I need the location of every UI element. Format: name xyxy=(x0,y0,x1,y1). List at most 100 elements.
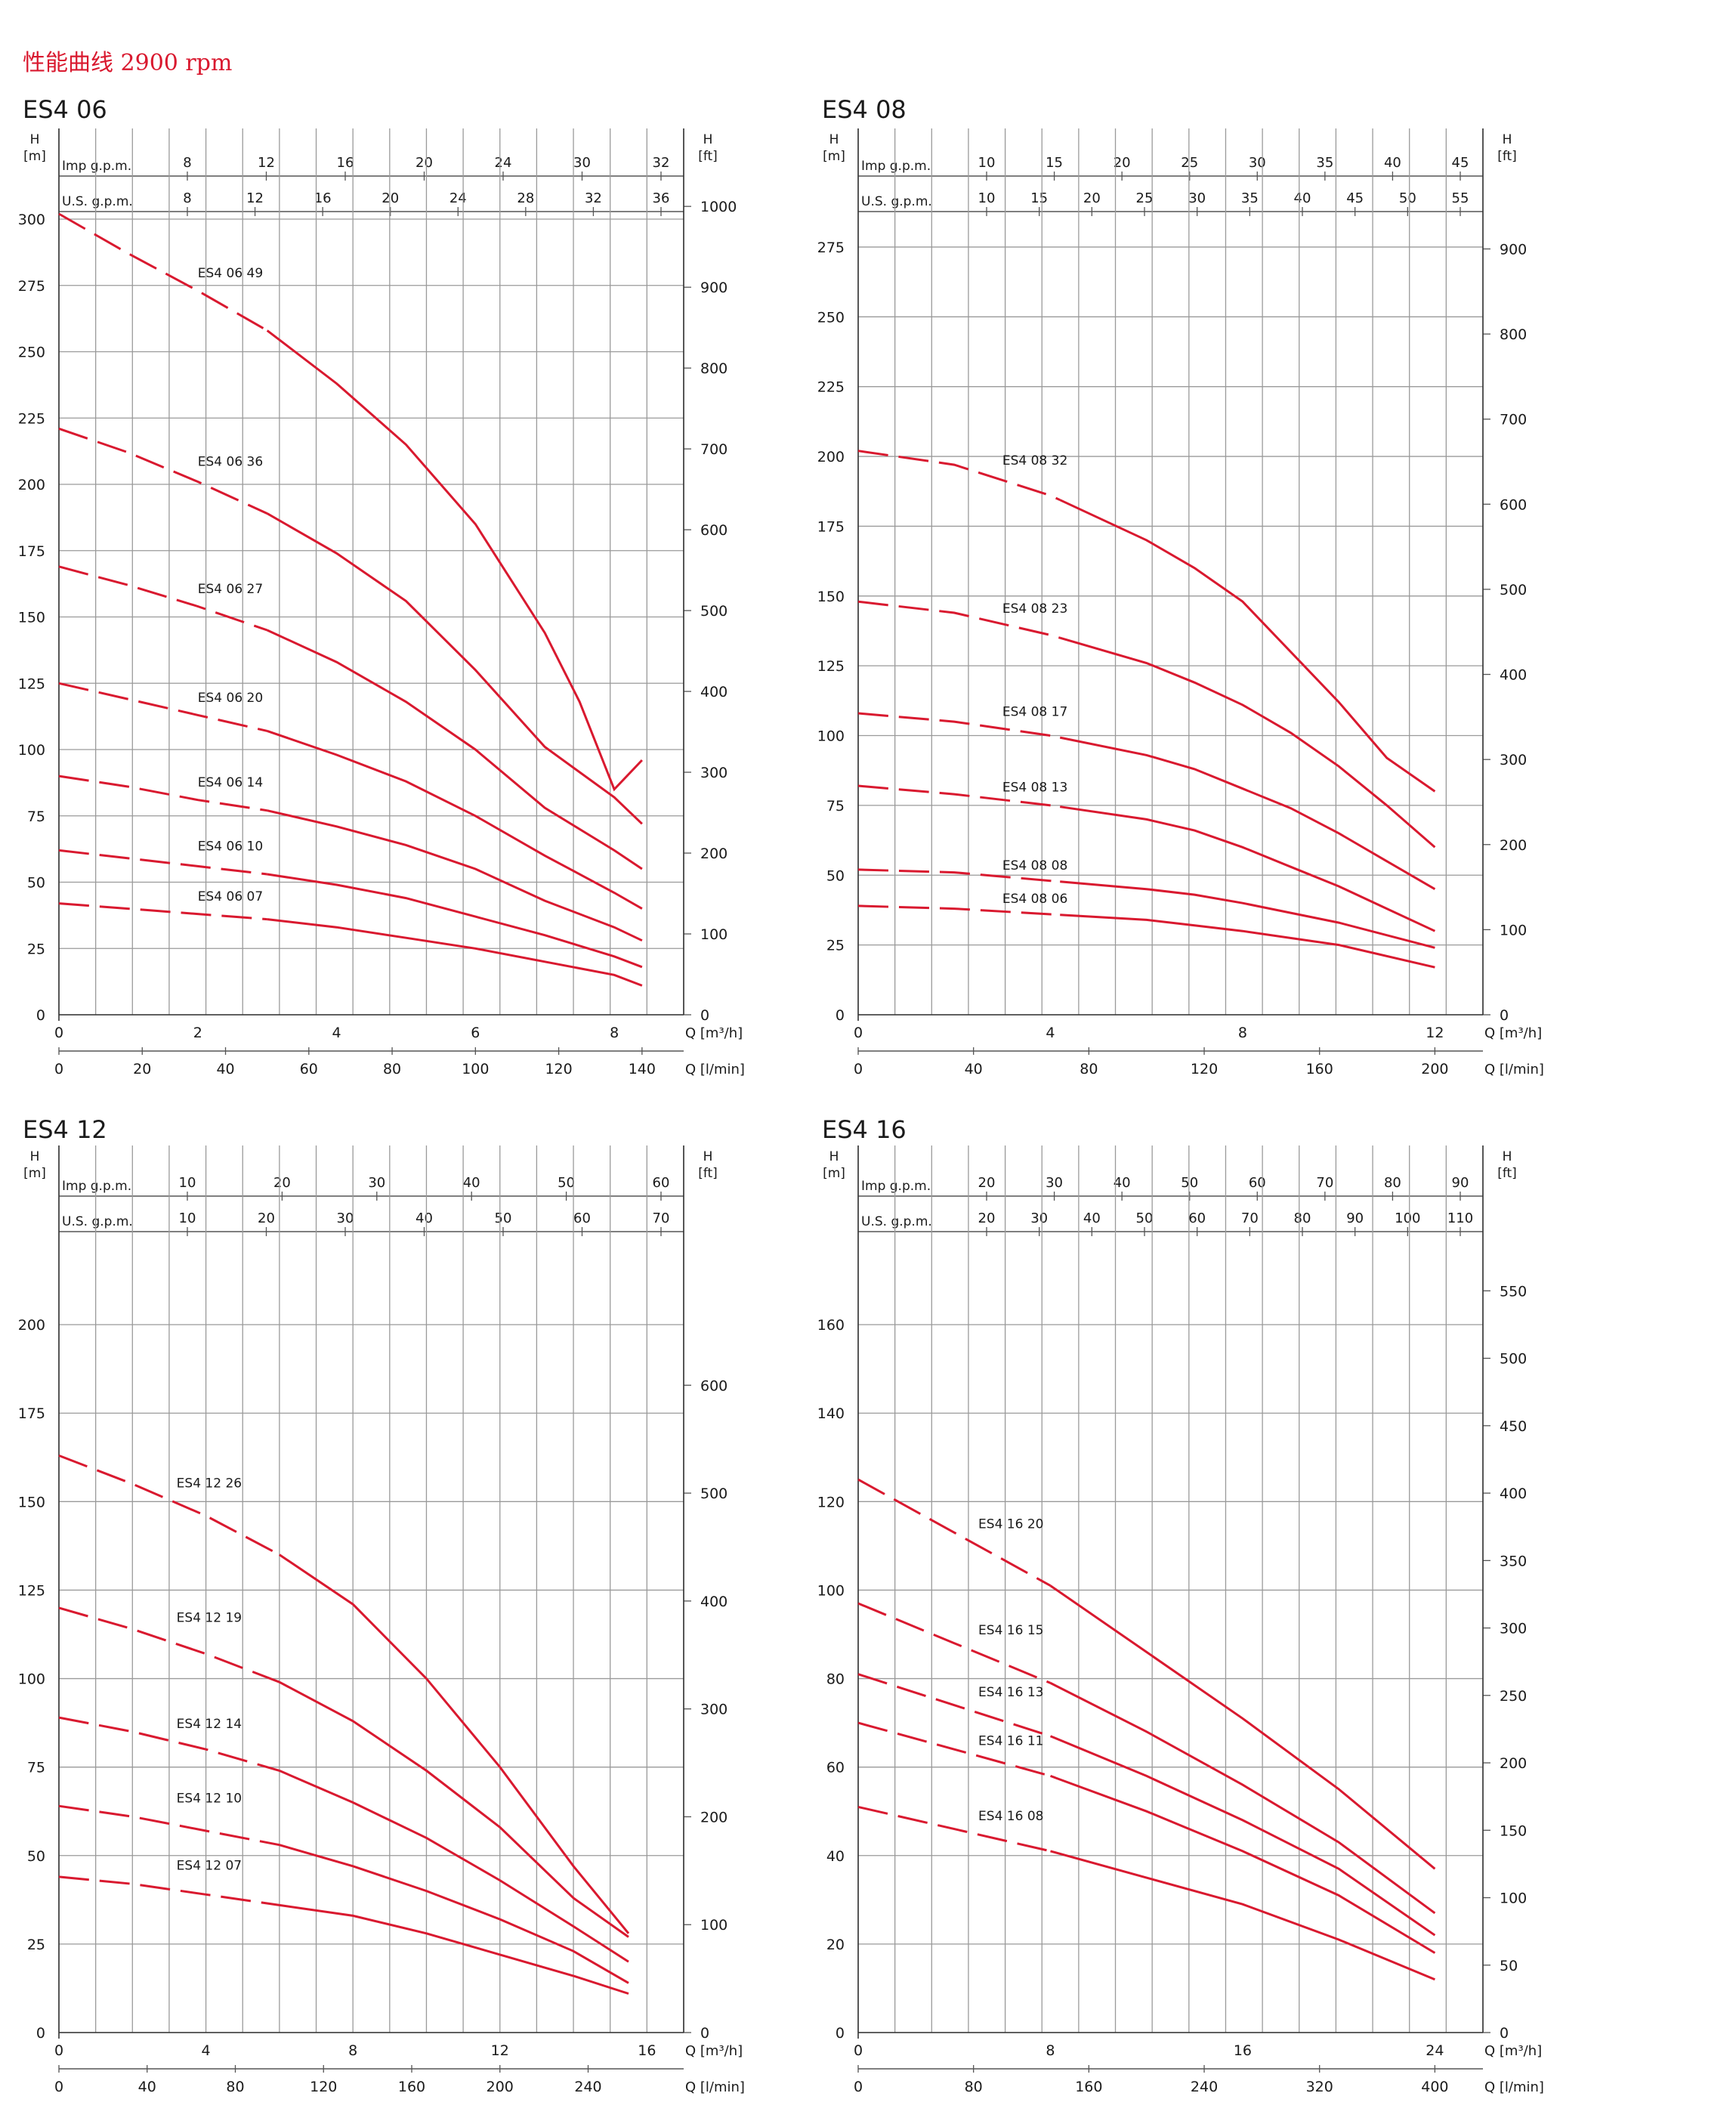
imp-gpm-tick-label: 20 xyxy=(1114,155,1131,171)
q-m3h-tick-label: 0 xyxy=(854,1025,863,1041)
us-gpm-tick-label: 32 xyxy=(585,190,602,206)
ft-axis-unit: [ft] xyxy=(698,1166,718,1181)
curve-es4-08-17-dashed xyxy=(857,712,1061,739)
us-gpm-tick-label: 35 xyxy=(1241,190,1259,206)
y-tick-label: 150 xyxy=(18,610,45,626)
curve-es4-12-26 xyxy=(279,1554,630,1934)
us-gpm-tick-label: 70 xyxy=(1241,1210,1259,1226)
ft-tick-label: 300 xyxy=(1500,1621,1527,1637)
curve-es4-06-27 xyxy=(267,629,643,870)
ft-axis-label: H xyxy=(703,1149,713,1164)
q-m3h-tick-label: 0 xyxy=(54,1025,63,1041)
y-tick-label: 0 xyxy=(36,2025,45,2042)
y-tick-label: 125 xyxy=(18,1582,45,1599)
ft-tick-label: 600 xyxy=(700,522,727,539)
ft-tick-label: 200 xyxy=(700,1809,727,1826)
chart-es4-16: ES4 16 Imp g.p.m. U.S. g.p.m. 20 30 40 50 60 70 8… xyxy=(817,1115,1544,2095)
chart-title: ES4 08 xyxy=(822,95,907,124)
q-m3h-tick-label: 2 xyxy=(193,1025,202,1041)
curve-label-es4-16-15: ES4 16 15 xyxy=(978,1623,1043,1638)
curve-label-es4-16-13: ES4 16 13 xyxy=(978,1685,1043,1700)
curve-es4-08-13 xyxy=(1059,805,1436,932)
curve-label-es4-08-06: ES4 08 06 xyxy=(1002,892,1067,907)
ft-tick-label: 200 xyxy=(700,846,727,862)
q-lmin-tick-label: 0 xyxy=(54,1061,63,1077)
curve-es4-16-20 xyxy=(1049,1584,1436,1870)
curve-es4-08-23 xyxy=(1059,636,1436,849)
ft-tick-label: 500 xyxy=(700,1485,727,1502)
y-tick-label: 75 xyxy=(27,808,45,825)
y-tick-label: 25 xyxy=(27,941,45,957)
us-gpm-axis-label: U.S. g.p.m. xyxy=(62,194,133,209)
q-m3h-tick-label: 12 xyxy=(1426,1025,1444,1041)
ft-tick-label: 450 xyxy=(1500,1418,1527,1435)
imp-gpm-tick-label: 10 xyxy=(978,155,996,171)
imp-gpm-axis-label: Imp g.p.m. xyxy=(62,159,131,174)
q-lmin-tick-label: 160 xyxy=(1306,1061,1333,1077)
y-axis-label: H xyxy=(30,132,40,147)
y-tick-label: 125 xyxy=(18,676,45,692)
q-lmin-tick-label: 200 xyxy=(487,2079,514,2095)
us-gpm-tick-label: 28 xyxy=(517,190,534,206)
us-gpm-axis-label: U.S. g.p.m. xyxy=(861,1214,932,1229)
curve-es4-08-23-dashed xyxy=(857,600,1061,639)
curve-es4-06-36-dashed xyxy=(58,427,268,515)
curve-es4-06-10-dashed xyxy=(58,849,267,876)
curve-es4-16-20-dashed xyxy=(857,1478,1052,1587)
imp-gpm-tick-label: 35 xyxy=(1316,155,1333,171)
us-gpm-tick-label: 30 xyxy=(1030,1210,1048,1226)
y-tick-label: 50 xyxy=(27,875,45,892)
q-lmin-tick-label: 120 xyxy=(310,2079,337,2095)
y-tick-label: 175 xyxy=(18,543,45,560)
q-m3h-tick-label: 4 xyxy=(332,1025,341,1041)
ft-tick-label: 500 xyxy=(1500,1351,1527,1368)
y-axis-unit: [m] xyxy=(823,149,845,164)
y-tick-label: 275 xyxy=(817,240,845,256)
q-lmin-tick-label: 120 xyxy=(1191,1061,1218,1077)
ft-tick-label: 0 xyxy=(700,1007,709,1024)
us-gpm-tick-label: 10 xyxy=(179,1210,196,1226)
y-tick-label: 150 xyxy=(817,589,845,605)
ft-tick-label: 400 xyxy=(1500,667,1527,684)
imp-gpm-tick-label: 16 xyxy=(337,155,354,171)
y-tick-label: 50 xyxy=(826,867,845,884)
us-gpm-tick-label: 36 xyxy=(653,190,670,206)
us-gpm-tick-label: 20 xyxy=(1083,190,1101,206)
us-gpm-tick-label: 50 xyxy=(1136,1210,1154,1226)
us-gpm-tick-label: 20 xyxy=(381,190,399,206)
q-lmin-tick-label: 240 xyxy=(1191,2079,1218,2095)
ft-tick-label: 100 xyxy=(700,926,727,943)
us-gpm-tick-label: 24 xyxy=(449,190,467,206)
ft-tick-label: 200 xyxy=(1500,1755,1527,1772)
ft-tick-label: 350 xyxy=(1500,1553,1527,1569)
y-tick-label: 40 xyxy=(826,1848,845,1865)
y-axis-label: H xyxy=(30,1149,40,1164)
q-lmin-tick-label: 240 xyxy=(574,2079,601,2095)
curve-es4-08-13-dashed xyxy=(857,784,1061,808)
y-axis-unit: [m] xyxy=(823,1166,845,1181)
y-tick-label: 80 xyxy=(826,1671,845,1688)
curve-es4-08-06 xyxy=(1060,914,1435,969)
y-tick-label: 100 xyxy=(817,728,845,745)
imp-gpm-tick-label: 90 xyxy=(1452,1175,1469,1191)
y-tick-label: 50 xyxy=(27,1848,45,1865)
q-m3h-tick-label: 0 xyxy=(854,2042,863,2059)
q-lmin-tick-label: 0 xyxy=(854,1061,863,1077)
curve-es4-12-07-dashed xyxy=(58,1875,280,1906)
q-m3h-axis-label: Q [m³/h] xyxy=(1484,1025,1542,1041)
curve-es4-16-15 xyxy=(1049,1682,1436,1915)
curve-es4-12-14-dashed xyxy=(58,1716,280,1772)
ft-tick-label: 800 xyxy=(700,360,727,377)
ft-tick-label: 500 xyxy=(700,603,727,620)
us-gpm-tick-label: 50 xyxy=(495,1210,512,1226)
y-tick-label: 225 xyxy=(18,410,45,427)
curve-es4-16-08 xyxy=(1050,1850,1435,1981)
y-tick-label: 125 xyxy=(817,658,845,675)
ft-axis-unit: [ft] xyxy=(1497,149,1517,164)
curve-es4-16-11 xyxy=(1049,1774,1436,1954)
us-gpm-tick-label: 40 xyxy=(1294,190,1311,206)
curve-es4-16-11-dashed xyxy=(857,1721,1051,1777)
ft-tick-label: 550 xyxy=(1500,1283,1527,1300)
ft-tick-label: 300 xyxy=(1500,752,1527,768)
imp-gpm-tick-label: 30 xyxy=(573,155,591,171)
